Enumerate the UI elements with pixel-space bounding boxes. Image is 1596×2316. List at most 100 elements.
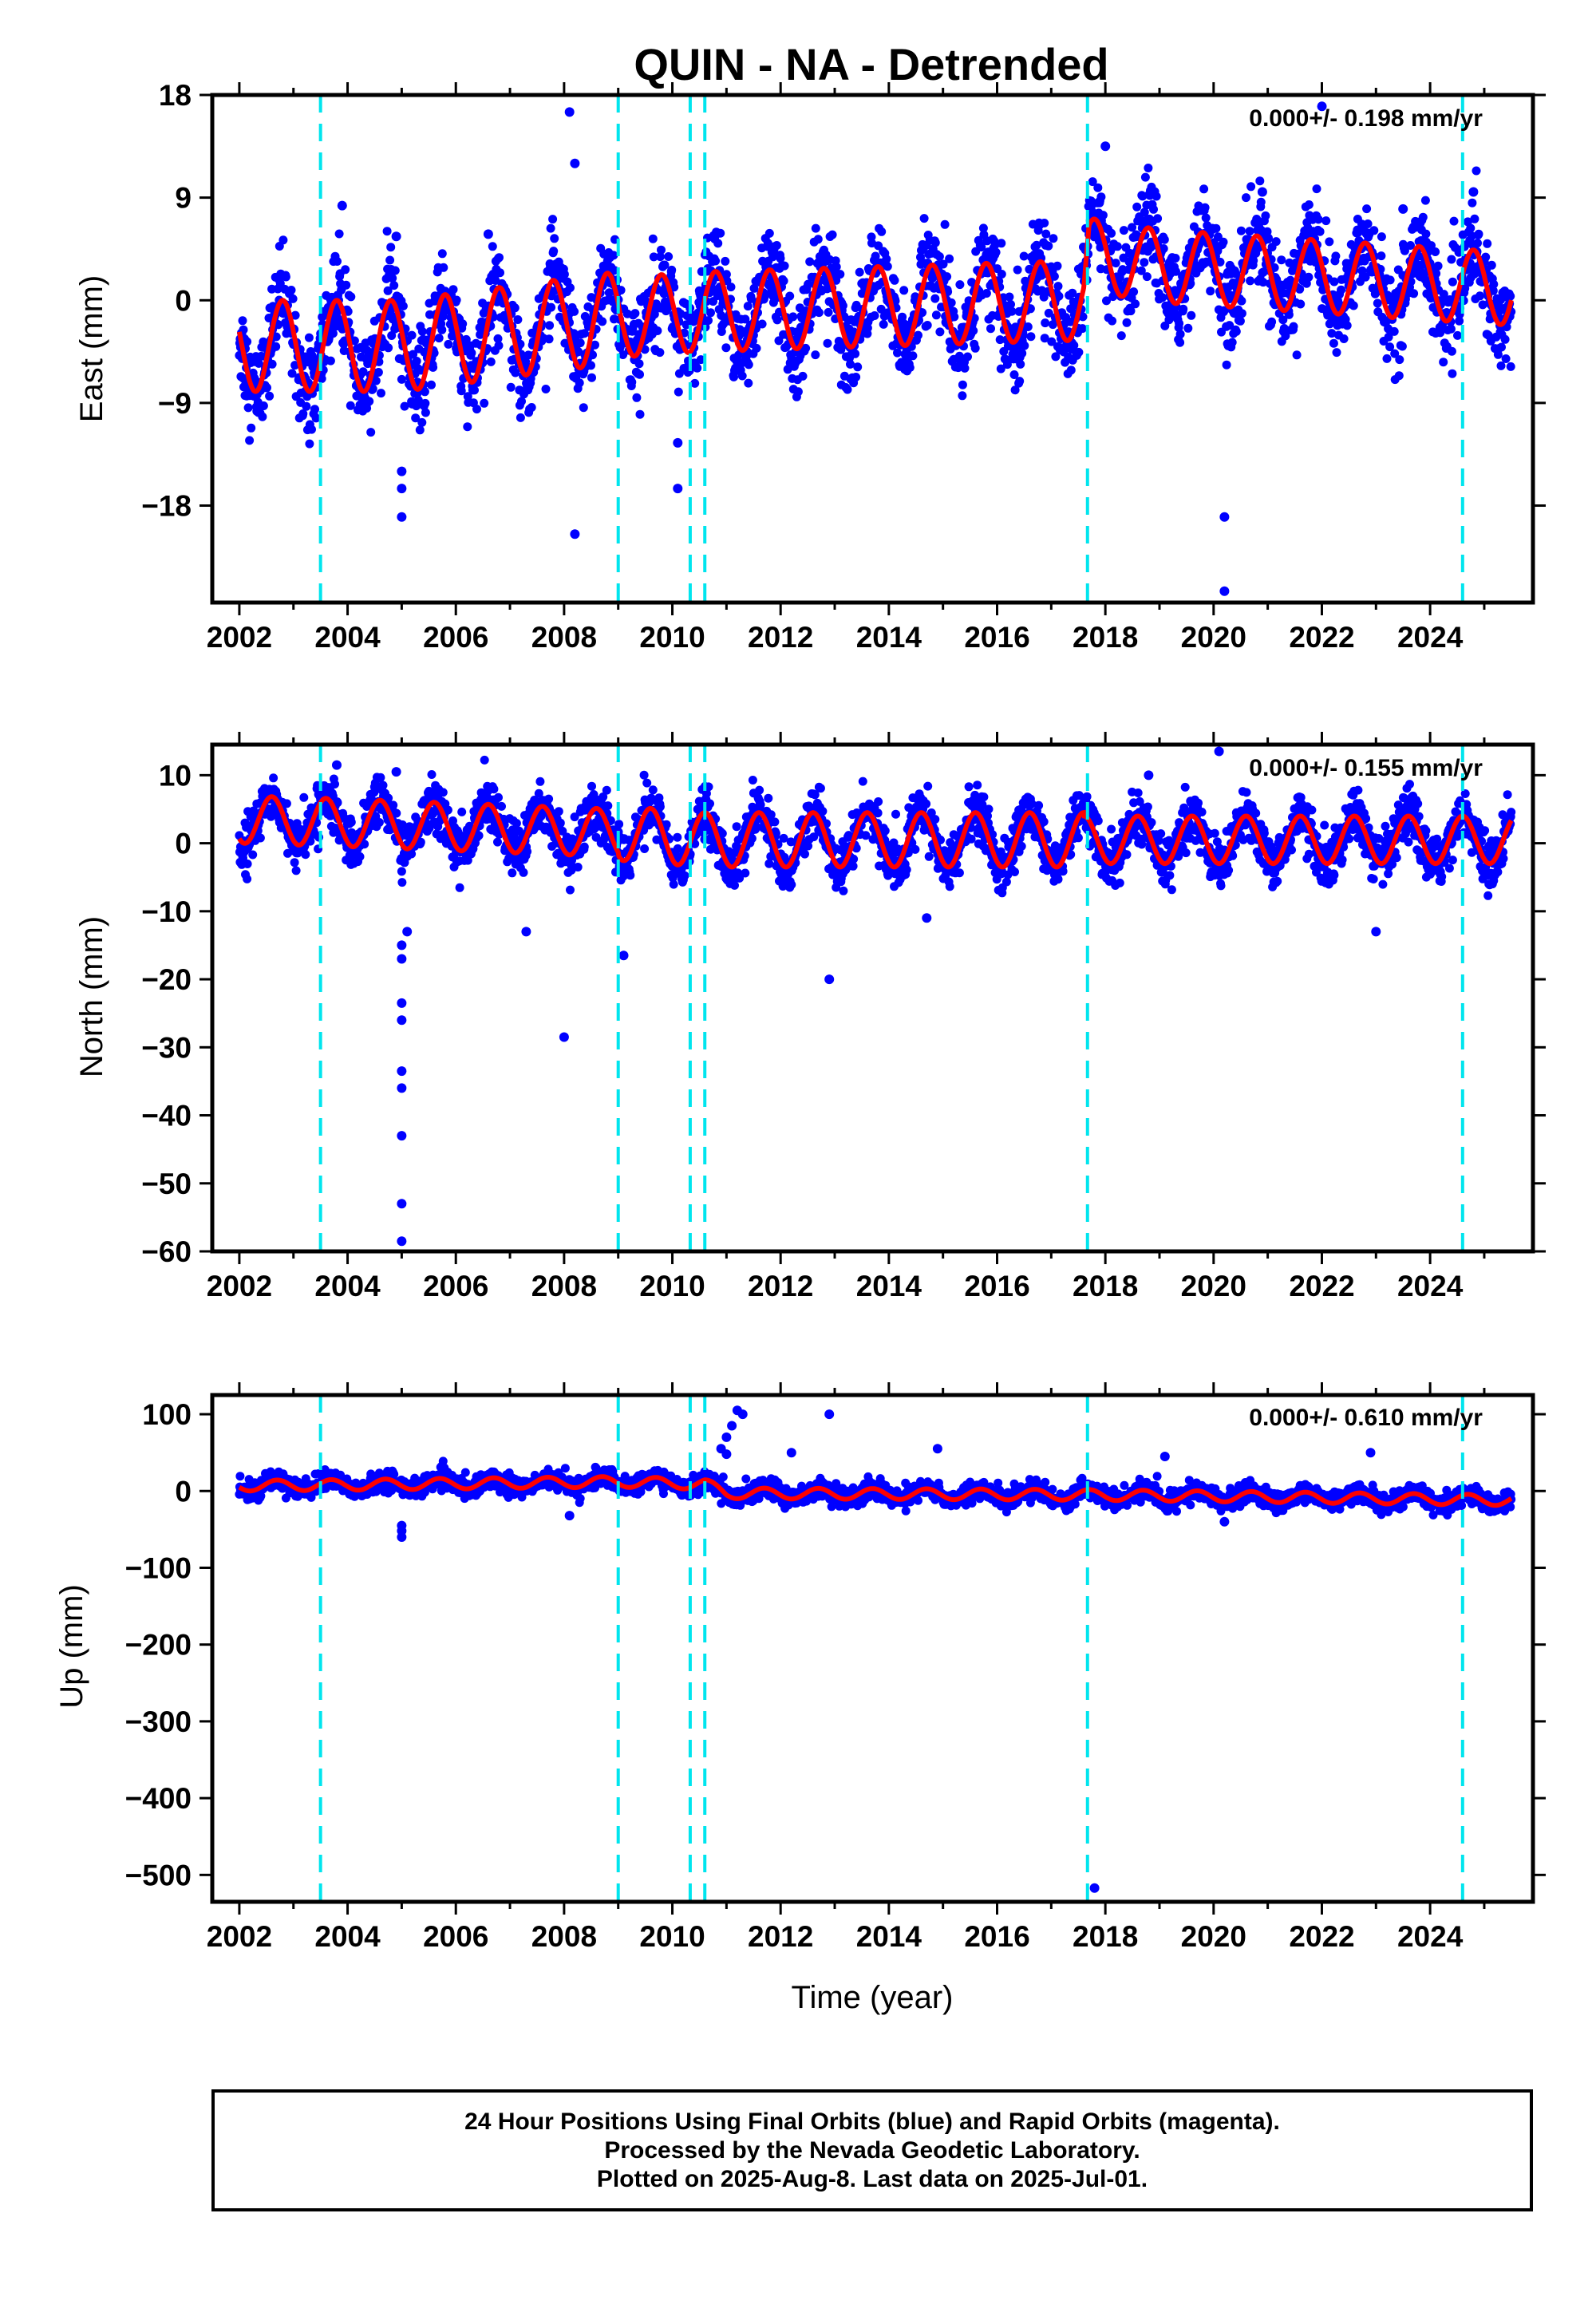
data-point (1132, 202, 1142, 211)
data-point (455, 883, 464, 892)
data-point (655, 348, 665, 358)
data-point (245, 436, 255, 445)
data-point (603, 801, 613, 811)
data-point (1159, 244, 1168, 253)
data-point (1321, 216, 1331, 226)
data-point (996, 364, 1005, 373)
data-point (1147, 818, 1156, 828)
data-point (255, 833, 265, 843)
data-point (555, 818, 565, 828)
data-point (1219, 237, 1228, 247)
data-point (304, 333, 314, 342)
data-point (489, 785, 499, 794)
data-point (307, 425, 316, 434)
data-point (546, 223, 555, 233)
x-tick-label: 2002 (207, 621, 272, 654)
data-point (1116, 331, 1126, 341)
data-point (1013, 265, 1022, 275)
data-point (382, 227, 392, 236)
data-point (911, 292, 920, 302)
data-point (486, 357, 496, 366)
data-point (1488, 286, 1498, 295)
data-point (1315, 227, 1325, 236)
data-point (655, 802, 665, 812)
data-point (496, 268, 504, 278)
data-point (823, 338, 832, 348)
data-point (1048, 320, 1057, 330)
data-point (1068, 288, 1077, 298)
data-point (290, 310, 300, 320)
data-point (1153, 214, 1163, 223)
data-point (873, 808, 883, 818)
data-point (882, 255, 891, 264)
data-point (1295, 284, 1305, 294)
data-point (1006, 299, 1015, 309)
data-point (1329, 338, 1338, 348)
data-point (411, 413, 421, 423)
data-point (1489, 279, 1499, 289)
data-point (1420, 196, 1430, 205)
data-point (1183, 323, 1193, 333)
data-point (1136, 266, 1146, 275)
data-point (456, 386, 466, 396)
east-model-line (236, 216, 1514, 394)
data-point (1231, 326, 1241, 336)
data-point (389, 800, 398, 810)
data-point (355, 852, 365, 861)
data-point (640, 844, 650, 853)
data-point (846, 359, 855, 369)
data-point (828, 230, 837, 239)
data-point (1389, 326, 1399, 336)
data-point (853, 362, 863, 372)
data-point (924, 852, 934, 861)
outlier-point (337, 200, 347, 211)
data-point (1467, 231, 1476, 241)
data-point (267, 359, 277, 369)
data-point (1261, 211, 1270, 220)
data-point (497, 801, 506, 811)
data-point (954, 363, 963, 373)
data-point (493, 837, 502, 847)
data-point (346, 817, 356, 827)
data-point (1472, 166, 1481, 176)
data-point (579, 403, 588, 413)
data-point (444, 339, 453, 349)
data-point (511, 368, 520, 377)
data-point (1284, 310, 1294, 319)
data-point (437, 325, 447, 334)
data-point (1165, 871, 1175, 880)
data-point (705, 799, 714, 808)
data-point (1140, 258, 1149, 267)
data-point (311, 413, 321, 423)
data-point (1015, 377, 1025, 386)
data-point (579, 842, 589, 852)
data-point (787, 880, 796, 889)
data-point (1342, 321, 1352, 330)
data-point (749, 283, 759, 293)
data-point (243, 337, 252, 346)
data-point (824, 307, 833, 317)
data-point (1285, 258, 1294, 267)
data-point (1236, 226, 1246, 235)
data-point (642, 778, 652, 788)
data-point (566, 283, 575, 293)
data-point (1256, 197, 1266, 207)
data-point (1237, 309, 1246, 318)
x-tick-label: 2008 (531, 621, 597, 654)
data-point (493, 334, 503, 343)
data-point (934, 252, 944, 261)
data-point (730, 880, 739, 890)
data-point (955, 280, 965, 290)
data-point (317, 374, 326, 383)
data-point (1476, 291, 1484, 301)
data-point (1053, 261, 1062, 271)
data-point (573, 863, 583, 871)
data-point (997, 239, 1006, 248)
data-point (1501, 354, 1511, 363)
data-point (1093, 183, 1103, 192)
x-tick-label: 2012 (748, 621, 813, 654)
data-point (1506, 362, 1515, 371)
data-point (407, 330, 417, 340)
outlier-point (564, 107, 575, 117)
data-point (550, 234, 559, 243)
